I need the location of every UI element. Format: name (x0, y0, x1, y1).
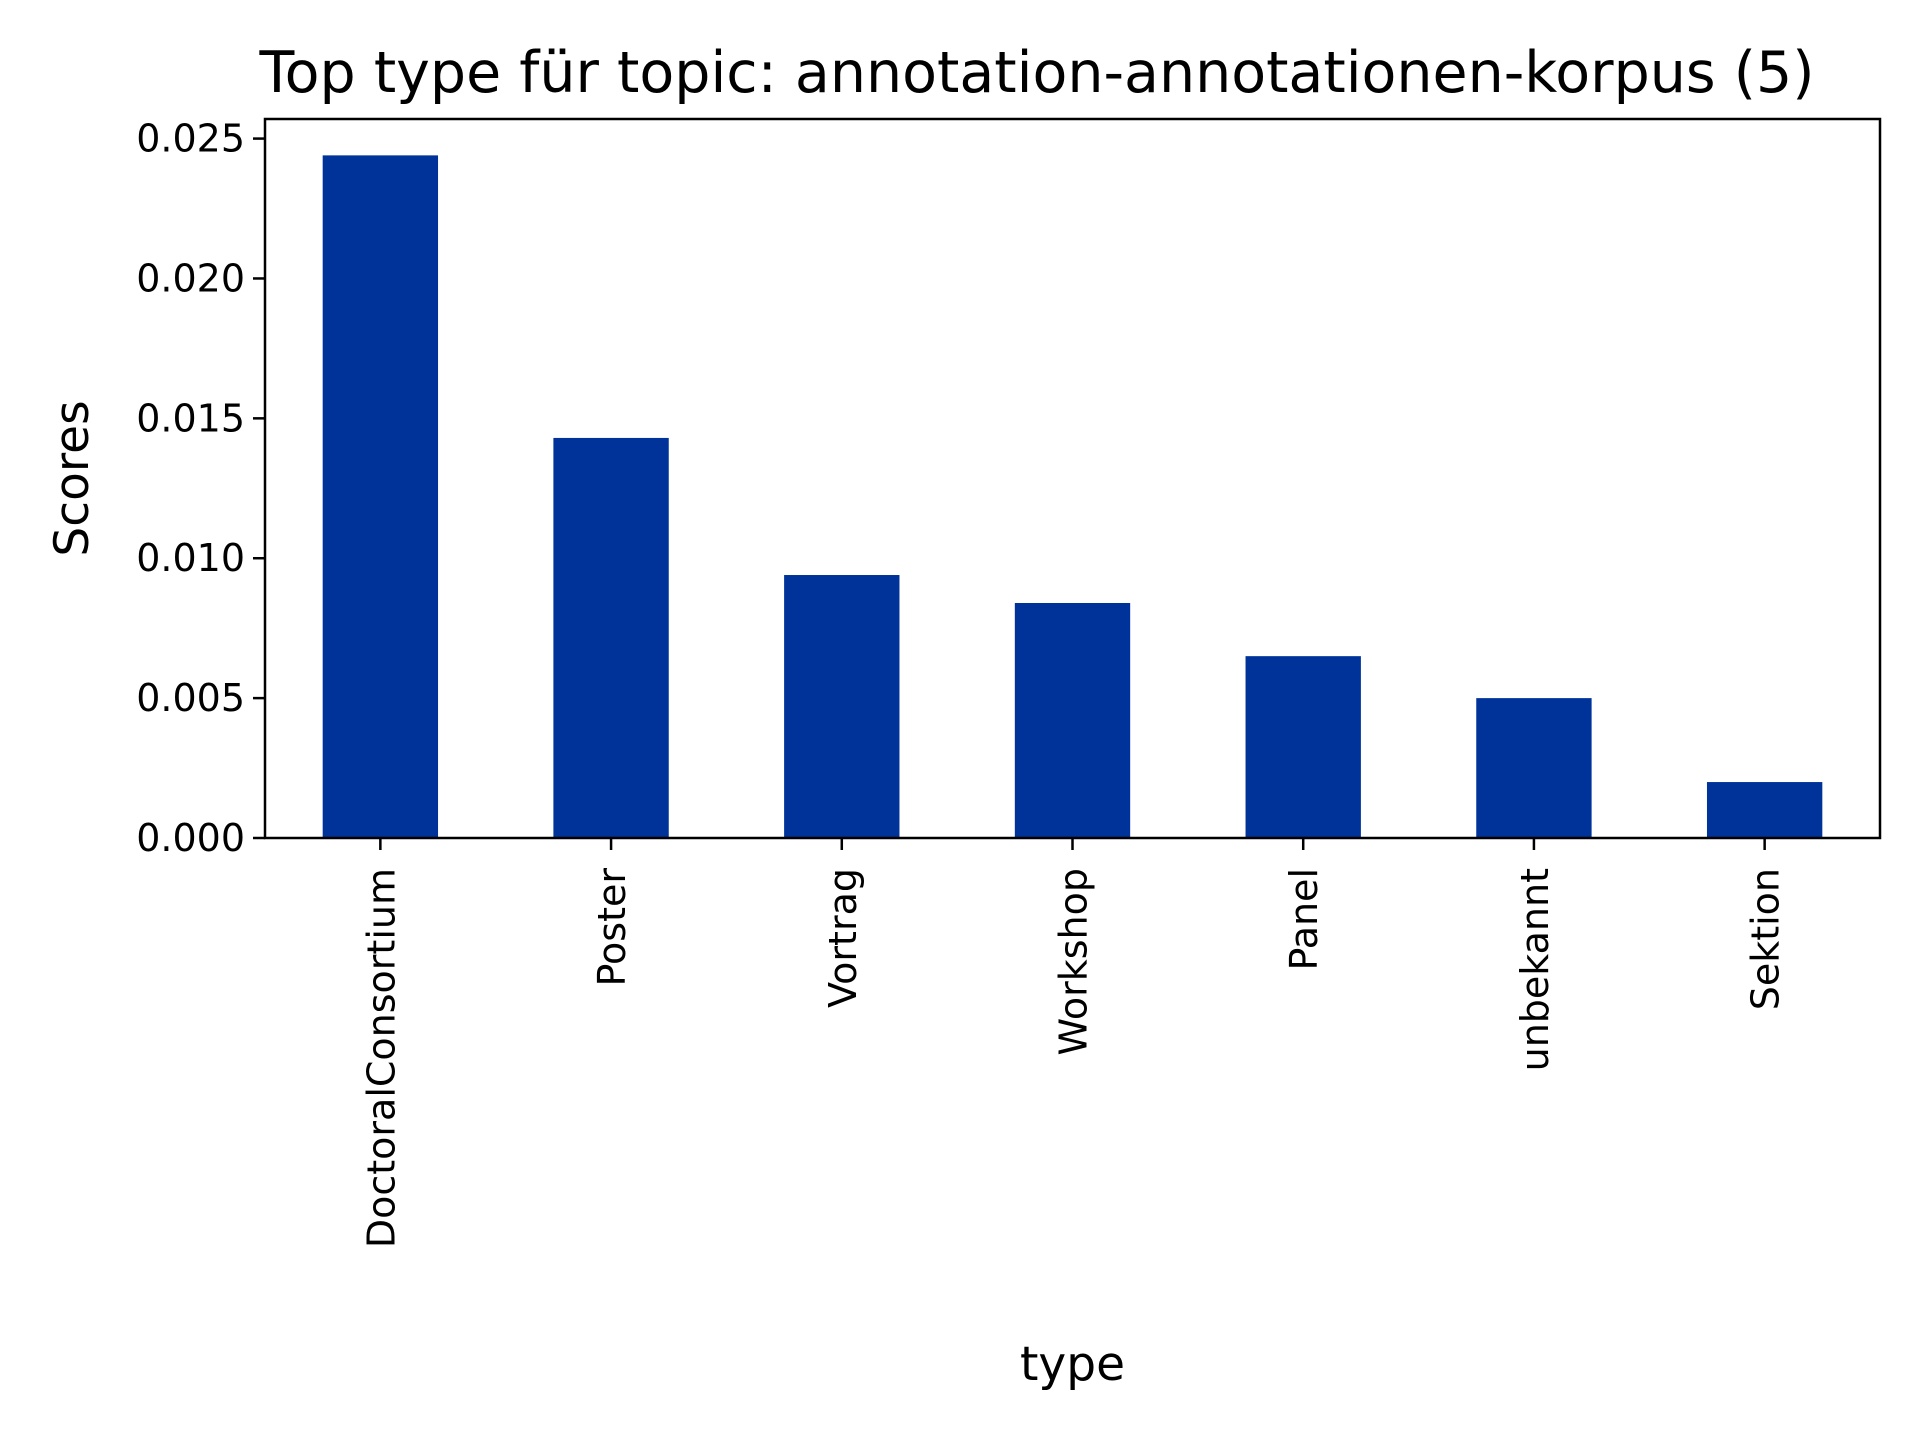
y-axis-ticks: 0.000 0.005 0.010 0.015 0.020 0.025 (136, 117, 265, 860)
x-tick-label: Panel (1282, 868, 1326, 971)
bar-poster (553, 437, 669, 838)
bar-sektion (1706, 782, 1823, 838)
x-tick-label: unbekannt (1513, 868, 1557, 1071)
chart-title: Top type für topic: annotation-annotatio… (259, 40, 1815, 106)
bar-panel (1245, 656, 1361, 838)
bar-unbekannt (1476, 698, 1592, 838)
y-tick-label: 0.015 (136, 396, 245, 440)
y-tick-label: 0.000 (136, 816, 245, 860)
x-tick-label: DoctoralConsortium (359, 868, 403, 1248)
y-tick-label: 0.020 (136, 256, 245, 300)
x-axis-ticks: DoctoralConsortium Poster Vortrag Workshop P… (359, 838, 1788, 1248)
x-tick-label: Poster (590, 868, 634, 987)
y-tick-label: 0.005 (136, 676, 245, 720)
x-tick-label: Workshop (1052, 868, 1096, 1055)
bar-vortrag (784, 575, 900, 838)
plot-frame (263, 117, 1882, 840)
y-tick-label: 0.010 (136, 536, 245, 580)
bar-doctoralconsortium (322, 155, 439, 839)
x-tick-label: Sektion (1744, 868, 1788, 1010)
y-axis-label: Scores (45, 400, 100, 556)
x-tick-label: Vortrag (821, 868, 865, 1008)
bar-workshop (1014, 602, 1131, 838)
y-tick-label: 0.025 (136, 117, 245, 161)
x-axis-label: type (1020, 1337, 1125, 1392)
bars-group (322, 155, 1823, 839)
